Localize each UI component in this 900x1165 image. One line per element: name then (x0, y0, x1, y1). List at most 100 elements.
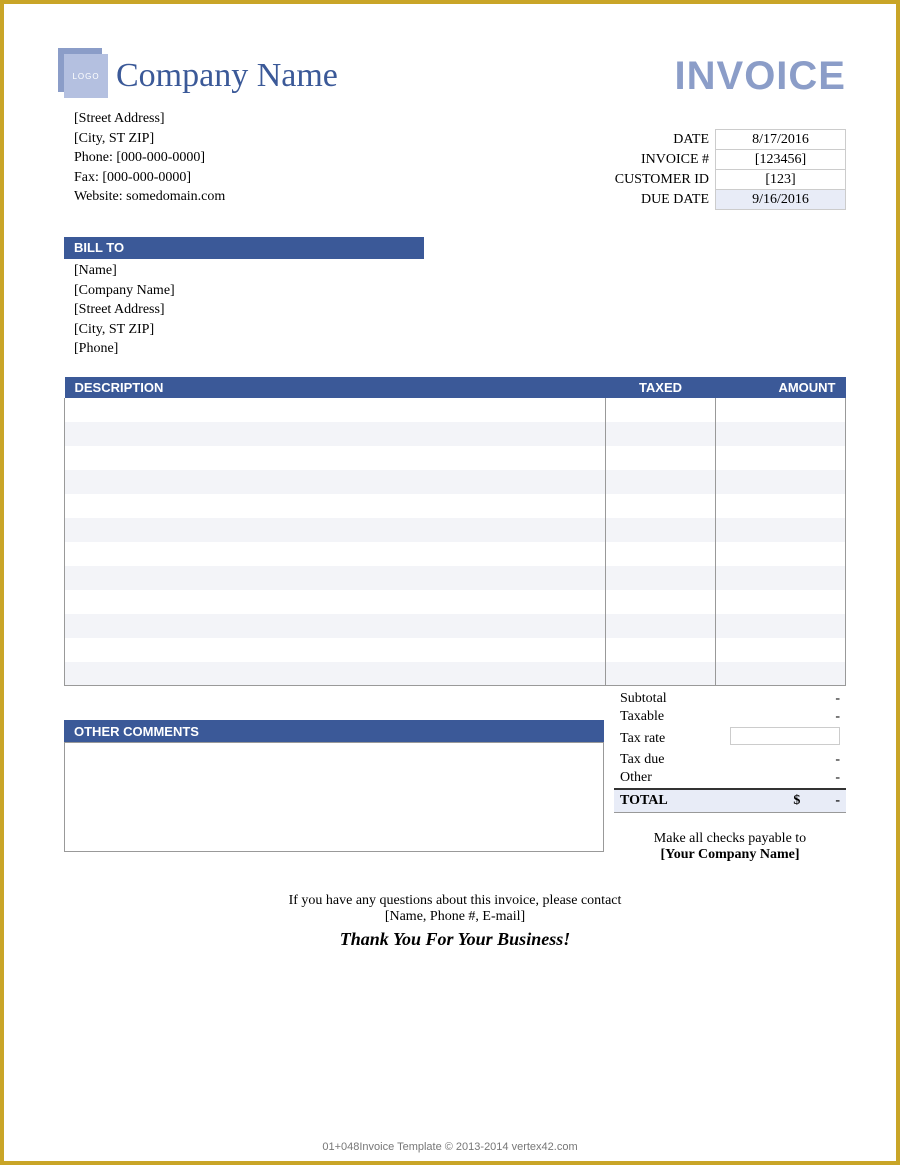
cell-taxed[interactable] (606, 662, 716, 686)
th-amount: AMOUNT (716, 377, 846, 398)
other-value: - (724, 769, 846, 789)
billto-city: [City, ST ZIP] (74, 320, 846, 340)
taxable-label: Taxable (614, 708, 724, 726)
footer-message: If you have any questions about this inv… (64, 893, 846, 950)
cell-taxed[interactable] (606, 494, 716, 518)
billto-company: [Company Name] (74, 281, 846, 301)
cell-amount[interactable] (716, 494, 846, 518)
meta-label-date: DATE (609, 130, 716, 150)
cell-amount[interactable] (716, 518, 846, 542)
th-description: DESCRIPTION (65, 377, 606, 398)
cell-description[interactable] (65, 446, 606, 470)
other-label: Other (614, 769, 724, 789)
cell-taxed[interactable] (606, 470, 716, 494)
billto-phone: [Phone] (74, 339, 846, 359)
logo-icon: LOGO (64, 54, 108, 98)
cell-taxed[interactable] (606, 518, 716, 542)
cell-amount[interactable] (716, 566, 846, 590)
th-taxed: TAXED (606, 377, 716, 398)
cell-description[interactable] (65, 662, 606, 686)
taxrate-value[interactable] (724, 726, 846, 751)
company-street: [Street Address] (74, 109, 846, 129)
cell-taxed[interactable] (606, 422, 716, 446)
meta-label-customer-id: CUSTOMER ID (609, 170, 716, 190)
company-name: Company Name (116, 57, 338, 95)
contact-line2: [Name, Phone #, E-mail] (64, 909, 846, 925)
meta-label-due-date: DUE DATE (609, 190, 716, 210)
taxdue-value: - (724, 751, 846, 769)
cell-description[interactable] (65, 398, 606, 422)
billto-street: [Street Address] (74, 300, 846, 320)
cell-description[interactable] (65, 638, 606, 662)
bill-to-header: BILL TO (64, 237, 424, 259)
billto-name: [Name] (74, 261, 846, 281)
totals-section: Subtotal- Taxable- Tax rate Tax due- Oth… (614, 690, 846, 863)
cell-taxed[interactable] (606, 566, 716, 590)
cell-description[interactable] (65, 422, 606, 446)
payable-name: [Your Company Name] (614, 847, 846, 863)
table-row (65, 614, 846, 638)
comments-box[interactable] (64, 742, 604, 852)
table-row (65, 494, 846, 518)
subtotal-value: - (724, 690, 846, 708)
table-row (65, 518, 846, 542)
table-row (65, 638, 846, 662)
cell-taxed[interactable] (606, 614, 716, 638)
total-value: $ - (724, 789, 846, 813)
cell-description[interactable] (65, 590, 606, 614)
table-row (65, 590, 846, 614)
cell-description[interactable] (65, 518, 606, 542)
invoice-meta: DATE 8/17/2016 INVOICE # [123456] CUSTOM… (609, 129, 846, 210)
contact-line1: If you have any questions about this inv… (64, 893, 846, 909)
comments-section: OTHER COMMENTS (64, 720, 604, 863)
cell-amount[interactable] (716, 422, 846, 446)
bill-to-block: [Name] [Company Name] [Street Address] [… (74, 261, 846, 359)
cell-taxed[interactable] (606, 446, 716, 470)
taxable-value: - (724, 708, 846, 726)
meta-label-invoice-no: INVOICE # (609, 150, 716, 170)
payable-block: Make all checks payable to [Your Company… (614, 831, 846, 863)
comments-header: OTHER COMMENTS (64, 720, 604, 742)
cell-amount[interactable] (716, 542, 846, 566)
cell-amount[interactable] (716, 614, 846, 638)
cell-taxed[interactable] (606, 398, 716, 422)
cell-description[interactable] (65, 566, 606, 590)
taxdue-label: Tax due (614, 751, 724, 769)
cell-description[interactable] (65, 470, 606, 494)
table-row (65, 422, 846, 446)
cell-amount[interactable] (716, 470, 846, 494)
invoice-title: INVOICE (675, 54, 846, 99)
copyright: 01+048Invoice Template © 2013-2014 verte… (4, 1141, 896, 1153)
line-items-table: DESCRIPTION TAXED AMOUNT (64, 377, 846, 687)
header: LOGO Company Name INVOICE (64, 54, 846, 99)
cell-amount[interactable] (716, 446, 846, 470)
subtotal-label: Subtotal (614, 690, 724, 708)
meta-value-invoice-no[interactable]: [123456] (716, 150, 846, 170)
table-row (65, 470, 846, 494)
meta-value-customer-id[interactable]: [123] (716, 170, 846, 190)
thanks-line: Thank You For Your Business! (64, 929, 846, 950)
logo-text: LOGO (72, 72, 99, 81)
meta-value-due-date[interactable]: 9/16/2016 (716, 190, 846, 210)
cell-description[interactable] (65, 494, 606, 518)
table-row (65, 446, 846, 470)
taxrate-label: Tax rate (614, 726, 724, 751)
total-label: TOTAL (614, 789, 724, 813)
cell-amount[interactable] (716, 662, 846, 686)
cell-taxed[interactable] (606, 590, 716, 614)
cell-amount[interactable] (716, 398, 846, 422)
below-table: OTHER COMMENTS Subtotal- Taxable- Tax ra… (64, 690, 846, 863)
company-block: LOGO Company Name (64, 54, 338, 98)
cell-description[interactable] (65, 542, 606, 566)
cell-amount[interactable] (716, 638, 846, 662)
cell-description[interactable] (65, 614, 606, 638)
table-row (65, 662, 846, 686)
invoice-page: LOGO Company Name INVOICE [Street Addres… (0, 0, 900, 1165)
table-row (65, 566, 846, 590)
payable-line: Make all checks payable to (614, 831, 846, 847)
table-row (65, 398, 846, 422)
cell-amount[interactable] (716, 590, 846, 614)
cell-taxed[interactable] (606, 542, 716, 566)
meta-value-date[interactable]: 8/17/2016 (716, 130, 846, 150)
cell-taxed[interactable] (606, 638, 716, 662)
